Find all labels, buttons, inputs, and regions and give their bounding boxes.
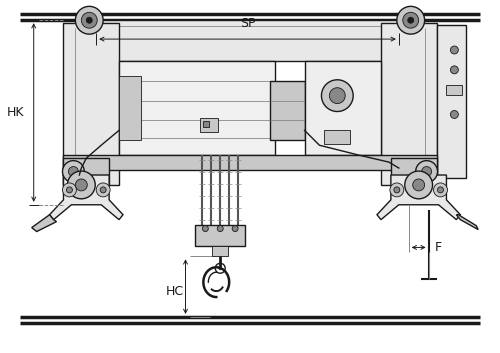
Bar bbox=[200, 119, 218, 132]
Polygon shape bbox=[32, 215, 56, 232]
Circle shape bbox=[394, 187, 400, 193]
Circle shape bbox=[403, 12, 418, 28]
Circle shape bbox=[412, 179, 424, 191]
Bar bbox=[270, 81, 304, 140]
Text: HC: HC bbox=[166, 285, 184, 298]
Bar bbox=[119, 76, 141, 140]
Circle shape bbox=[62, 161, 84, 183]
Bar bbox=[381, 23, 436, 185]
Text: HK: HK bbox=[6, 106, 24, 119]
Circle shape bbox=[330, 88, 345, 103]
Bar bbox=[64, 23, 119, 185]
Polygon shape bbox=[50, 175, 123, 220]
Circle shape bbox=[450, 110, 458, 119]
Bar bbox=[391, 158, 436, 185]
Bar bbox=[212, 246, 228, 256]
Circle shape bbox=[416, 161, 438, 183]
Text: F: F bbox=[434, 241, 442, 254]
Circle shape bbox=[202, 226, 208, 232]
Text: SP: SP bbox=[240, 17, 256, 30]
Circle shape bbox=[390, 183, 404, 197]
Circle shape bbox=[68, 171, 95, 199]
Circle shape bbox=[68, 167, 78, 176]
Circle shape bbox=[66, 187, 72, 193]
Circle shape bbox=[322, 80, 353, 112]
Circle shape bbox=[82, 12, 97, 28]
Circle shape bbox=[450, 66, 458, 74]
Bar bbox=[436, 25, 466, 178]
Circle shape bbox=[422, 167, 432, 176]
Circle shape bbox=[76, 179, 88, 191]
Bar bbox=[119, 61, 275, 155]
Circle shape bbox=[100, 187, 106, 193]
Bar bbox=[446, 85, 462, 95]
Polygon shape bbox=[377, 175, 460, 220]
Bar bbox=[304, 61, 381, 155]
Bar bbox=[324, 130, 350, 144]
Circle shape bbox=[96, 183, 110, 197]
Circle shape bbox=[434, 183, 448, 197]
Bar bbox=[196, 225, 245, 246]
Bar bbox=[204, 121, 210, 127]
Circle shape bbox=[408, 17, 414, 23]
Polygon shape bbox=[456, 215, 478, 229]
Circle shape bbox=[218, 226, 223, 232]
Circle shape bbox=[450, 46, 458, 54]
Circle shape bbox=[405, 171, 432, 199]
Circle shape bbox=[76, 6, 103, 34]
Circle shape bbox=[86, 17, 92, 23]
Bar bbox=[64, 155, 436, 170]
Circle shape bbox=[218, 267, 222, 270]
Bar bbox=[64, 158, 109, 185]
Circle shape bbox=[232, 226, 238, 232]
Circle shape bbox=[397, 6, 424, 34]
Bar bbox=[96, 20, 399, 61]
Circle shape bbox=[62, 183, 76, 197]
Circle shape bbox=[438, 187, 444, 193]
